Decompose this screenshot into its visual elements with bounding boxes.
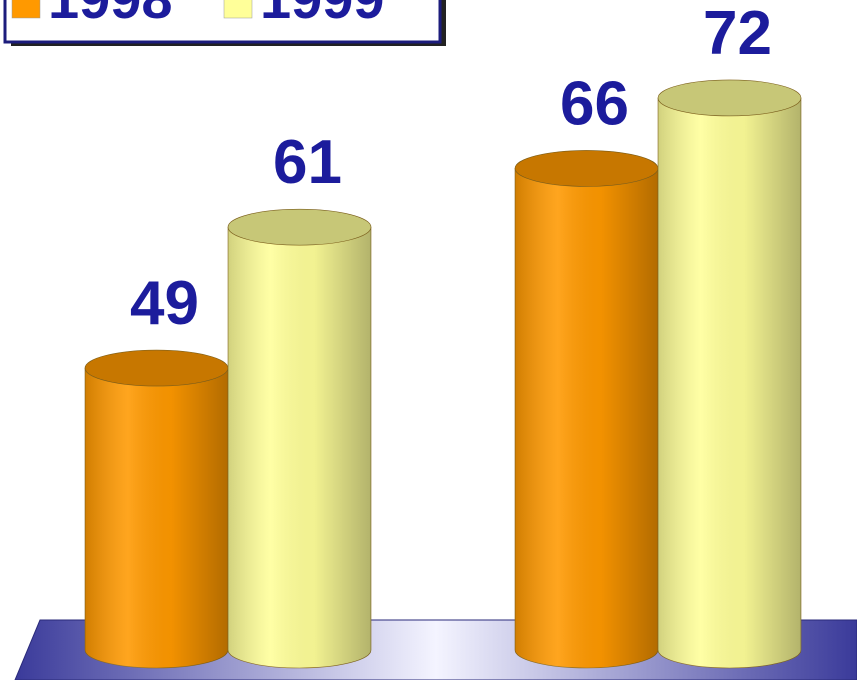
cylinder	[227, 208, 372, 669]
cylinder	[657, 79, 802, 669]
cylinder	[514, 150, 659, 669]
legend-swatch	[223, 0, 253, 19]
cylinder-top	[227, 208, 372, 246]
legend-swatch	[11, 0, 41, 19]
cylinder-top-shade	[515, 150, 658, 187]
data-label: 61	[273, 128, 342, 197]
cylinder-top-shade	[85, 350, 228, 387]
data-label: 66	[560, 69, 629, 138]
legend-label: 1998	[48, 0, 173, 30]
data-label: 49	[130, 269, 199, 338]
data-label: 72	[703, 0, 772, 68]
cylinder-top	[657, 79, 802, 117]
cylinder	[84, 349, 229, 669]
legend: 1998 1999	[3, 0, 446, 46]
cylinder-shade	[658, 97, 801, 669]
cylinder-top-shade	[658, 79, 801, 116]
cylinder-shade	[515, 168, 658, 668]
cylinder-top-shade	[228, 209, 371, 246]
legend-box	[3, 0, 442, 44]
cylinder-shade	[85, 368, 228, 668]
cylinder-shade	[228, 227, 371, 668]
legend-label: 1999	[260, 0, 385, 30]
